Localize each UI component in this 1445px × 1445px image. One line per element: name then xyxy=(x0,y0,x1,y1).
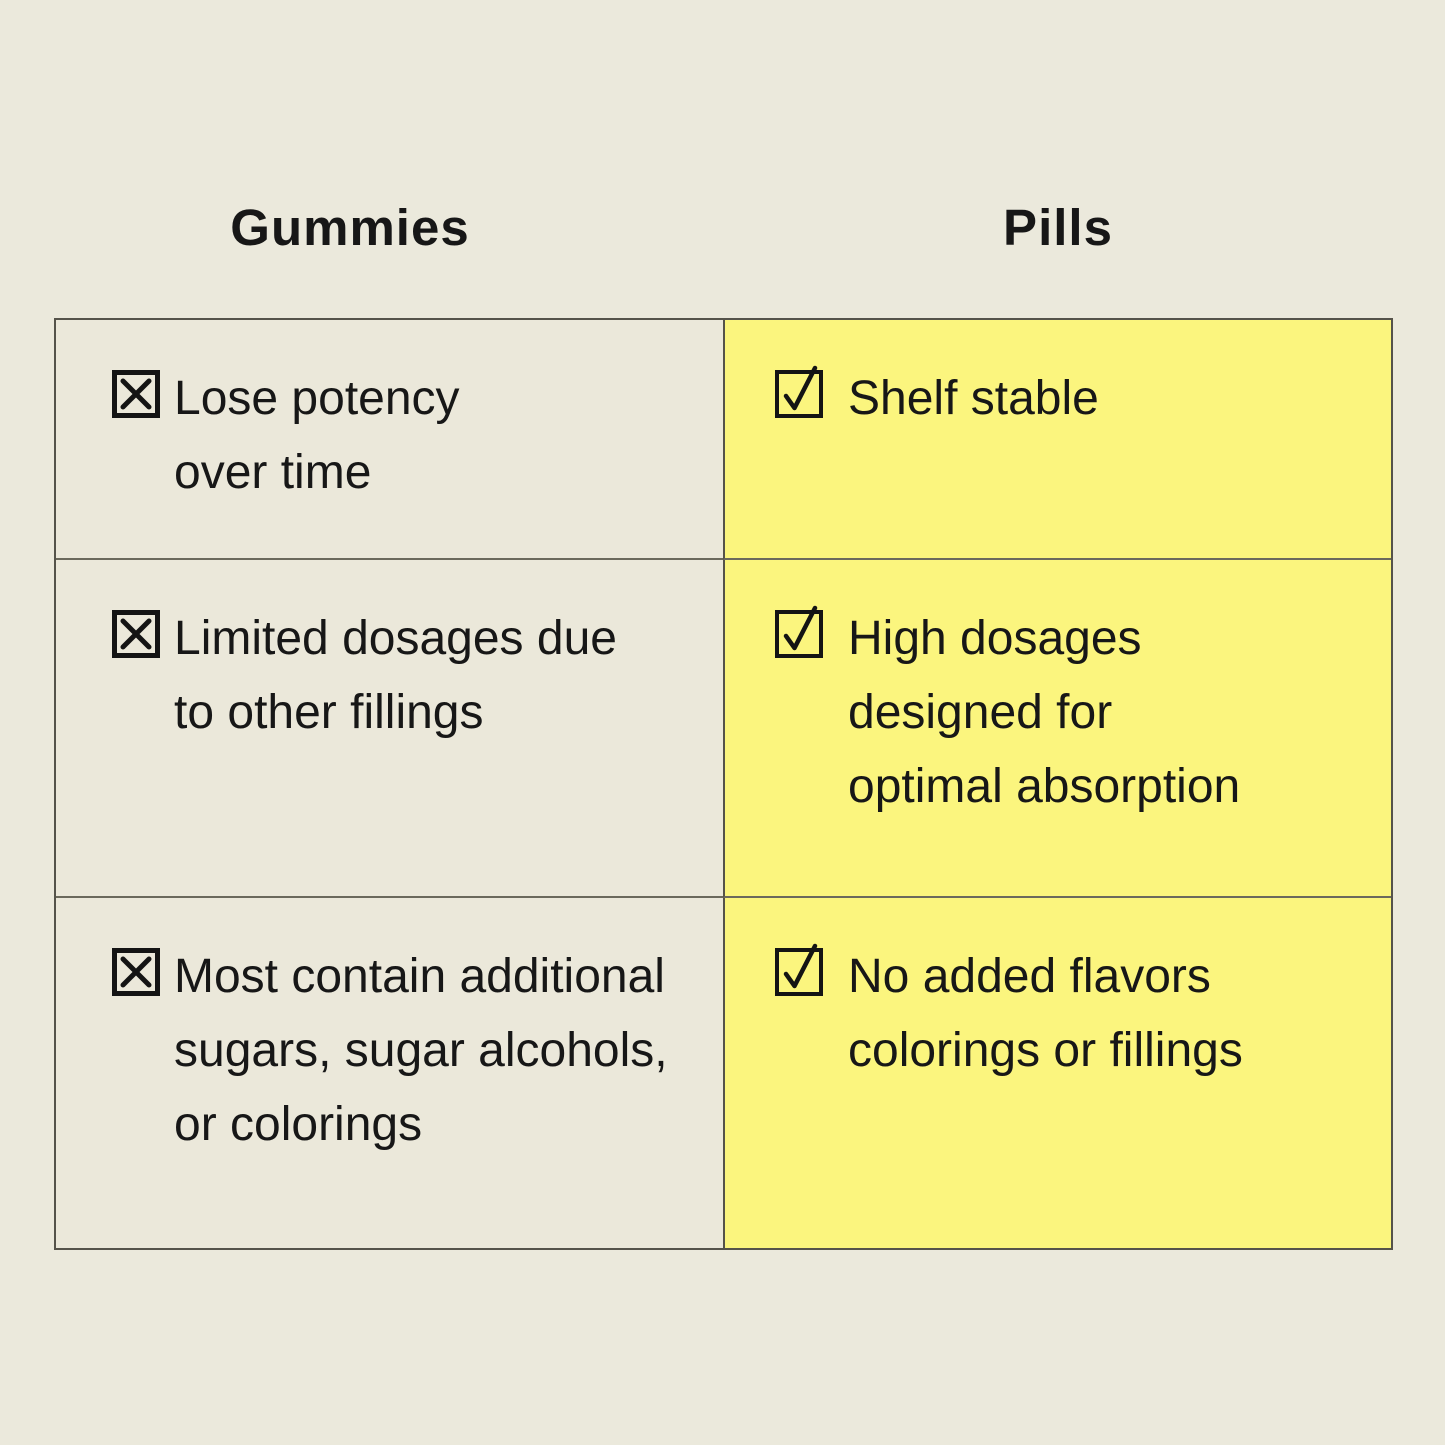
cell-gummies-row1: Lose potency over time xyxy=(56,320,723,560)
cell-pills-row3: No added flavors colorings or fillings xyxy=(723,898,1391,1248)
cell-text-line: Limited dosages due xyxy=(174,612,617,665)
cell-pills-row2: High dosages designed for optimal absorp… xyxy=(723,560,1391,898)
cell-text-line: over time xyxy=(174,446,372,499)
cell-pills-row1: Shelf stable xyxy=(723,320,1391,560)
column-header-pills: Pills xyxy=(1003,199,1113,256)
cell-text-line: Most contain additional xyxy=(174,950,665,1003)
cell-text-line: Lose potency xyxy=(174,372,460,425)
list-item: Lose potency over time xyxy=(112,362,703,510)
x-checkbox-icon xyxy=(112,370,160,418)
cell-text: High dosages designed for optimal absorp… xyxy=(848,602,1240,824)
list-item: No added flavors colorings or fillings xyxy=(775,940,1371,1088)
cell-text: Limited dosages due to other fillings xyxy=(174,602,617,750)
cell-text-line: optimal absorption xyxy=(848,760,1241,813)
cell-text-line: sugars, sugar alcohols, xyxy=(174,1024,668,1077)
check-checkbox-icon xyxy=(775,370,823,418)
cell-gummies-row3: Most contain additional sugars, sugar al… xyxy=(56,898,723,1248)
list-item: Limited dosages due to other fillings xyxy=(112,602,703,750)
cell-text: Shelf stable xyxy=(848,362,1099,436)
list-item: Most contain additional sugars, sugar al… xyxy=(112,940,703,1162)
cell-text: Most contain additional sugars, sugar al… xyxy=(174,940,668,1162)
cell-text-line: colorings or fillings xyxy=(848,1024,1243,1077)
comparison-table: Lose potency over time Shelf stable xyxy=(54,318,1393,1250)
cell-text-line: to other fillings xyxy=(174,686,484,739)
list-item: Shelf stable xyxy=(775,362,1371,436)
x-checkbox-icon xyxy=(112,948,160,996)
list-item: High dosages designed for optimal absorp… xyxy=(775,602,1371,824)
column-header-gummies: Gummies xyxy=(230,199,470,256)
cell-text: Lose potency over time xyxy=(174,362,460,510)
cell-gummies-row2: Limited dosages due to other fillings xyxy=(56,560,723,898)
check-checkbox-icon xyxy=(775,610,823,658)
cell-text-line: or colorings xyxy=(174,1098,423,1151)
check-checkbox-icon xyxy=(775,948,823,996)
cell-text: No added flavors colorings or fillings xyxy=(848,940,1243,1088)
cell-text-line: High dosages xyxy=(848,612,1142,665)
cell-text-line: No added flavors xyxy=(848,950,1211,1003)
cell-text-line: Shelf stable xyxy=(848,372,1099,425)
x-checkbox-icon xyxy=(112,610,160,658)
cell-text-line: designed for xyxy=(848,686,1113,739)
